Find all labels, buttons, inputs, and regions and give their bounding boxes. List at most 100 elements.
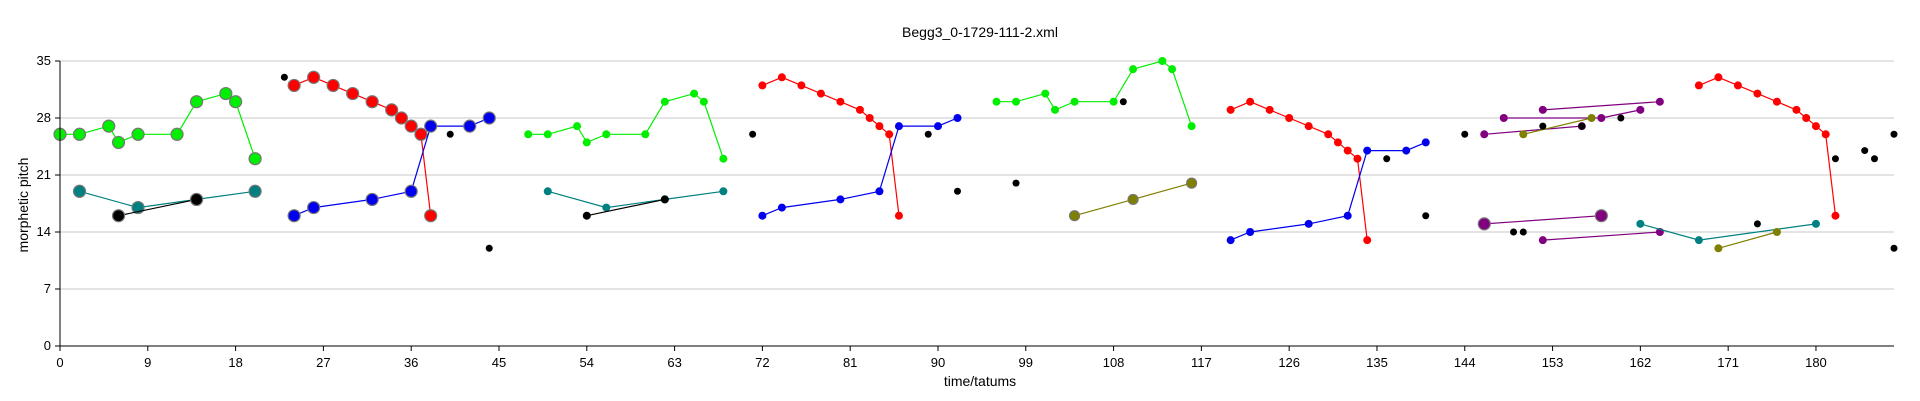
data-point [1821, 130, 1830, 139]
data-point [641, 130, 650, 139]
data-point [573, 122, 582, 131]
data-point [660, 195, 669, 204]
data-point [1070, 97, 1079, 106]
data-point [287, 209, 301, 223]
series-line [1698, 76, 1837, 216]
data-point [582, 211, 591, 220]
data-point [1636, 219, 1645, 228]
data-point [404, 119, 418, 133]
data-point [1519, 130, 1528, 139]
data-point [1811, 219, 1820, 228]
isolated-point [953, 187, 961, 195]
isolated-point [1617, 114, 1625, 122]
data-point [1226, 236, 1235, 245]
data-point [307, 70, 321, 84]
series-line [1718, 231, 1778, 249]
data-point [1353, 154, 1362, 163]
data-point [307, 200, 321, 215]
data-point [1129, 65, 1138, 74]
isolated-point [924, 130, 932, 138]
data-point [102, 119, 116, 133]
x-tick-label: 117 [1191, 355, 1212, 370]
series-line [118, 198, 197, 217]
data-point [855, 105, 864, 114]
data-point [865, 114, 874, 122]
data-point [758, 211, 767, 220]
data-point [170, 127, 184, 141]
data-point [1831, 211, 1840, 220]
x-tick-label: 27 [316, 355, 330, 370]
data-point [758, 81, 767, 90]
y-axis-title: morphetic pitch [15, 158, 31, 253]
series-line [1542, 231, 1660, 241]
series-line [586, 198, 665, 217]
isolated-point [446, 130, 454, 138]
data-point [1587, 114, 1596, 122]
data-point [111, 209, 126, 223]
data-point [189, 95, 204, 109]
data-point [1538, 236, 1547, 245]
data-point [72, 184, 87, 198]
data-point [365, 95, 379, 109]
isolated-point [749, 130, 757, 138]
data-point [836, 195, 845, 204]
data-point [1480, 130, 1489, 139]
isolated-point [1510, 228, 1518, 236]
data-point [463, 119, 477, 133]
isolated-point [1519, 228, 1527, 236]
data-point [894, 211, 903, 220]
data-point [1246, 97, 1255, 106]
data-point [1421, 138, 1430, 147]
isolated-point [485, 244, 493, 252]
series-line [762, 76, 900, 216]
x-tick-label: 126 [1278, 355, 1300, 370]
data-point [816, 89, 825, 98]
data-point [72, 127, 87, 141]
data-point [189, 192, 204, 207]
x-tick-label: 63 [667, 355, 681, 370]
data-point [1694, 81, 1703, 90]
data-point [1158, 57, 1167, 65]
data-point [248, 184, 262, 198]
data-point [1363, 236, 1372, 245]
data-point [875, 122, 884, 131]
data-point [1168, 65, 1177, 74]
x-tick-label: 162 [1630, 355, 1652, 370]
data-point [326, 78, 340, 93]
data-point [1012, 97, 1021, 106]
series-line [1484, 215, 1602, 225]
data-point [1792, 105, 1801, 114]
data-point [777, 73, 786, 82]
data-point [346, 86, 360, 101]
isolated-point [1461, 130, 1469, 138]
isolated-point [1753, 220, 1761, 228]
x-tick-label: 36 [404, 355, 418, 370]
series-line [1542, 101, 1660, 111]
x-tick-label: 153 [1542, 355, 1564, 370]
data-point [582, 138, 591, 147]
x-tick-label: 54 [580, 355, 594, 370]
data-point [1714, 244, 1723, 253]
data-point [1333, 138, 1342, 147]
x-tick-label: 81 [843, 355, 857, 370]
x-tick-label: 180 [1805, 355, 1827, 370]
y-tick-label: 0 [44, 338, 51, 353]
data-point [385, 103, 399, 117]
data-point [1186, 177, 1198, 189]
y-tick-label: 35 [37, 53, 51, 68]
isolated-point [1861, 147, 1869, 155]
data-point [602, 203, 611, 212]
series-line [528, 92, 724, 159]
data-point [1324, 130, 1333, 139]
data-point [1714, 73, 1723, 82]
data-point [719, 154, 728, 163]
data-point [1051, 105, 1060, 114]
data-point [543, 187, 552, 196]
x-tick-label: 135 [1366, 355, 1388, 370]
data-point [1636, 105, 1645, 114]
x-axis-title: time/tatums [944, 373, 1016, 389]
data-point [1304, 219, 1313, 228]
data-point [424, 119, 438, 133]
data-point [1068, 210, 1081, 222]
data-point [1499, 114, 1508, 122]
